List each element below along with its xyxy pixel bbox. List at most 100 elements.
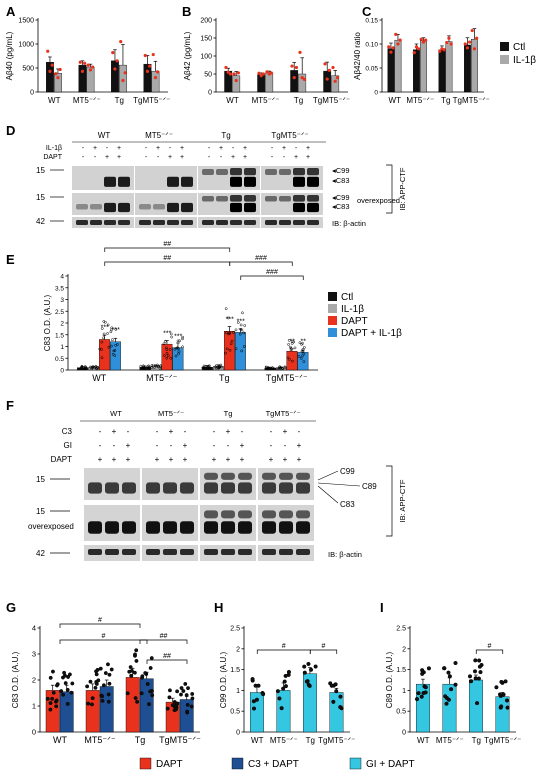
data-point-A — [123, 71, 127, 75]
data-point-G — [88, 679, 93, 684]
blot-D-band-faint — [153, 204, 165, 210]
legend-bottom-label-1: C3 + DAPT — [248, 759, 299, 770]
blot-F-band — [122, 482, 136, 494]
data-point-G — [93, 685, 98, 690]
y-tick-label-G: 4 — [32, 624, 36, 633]
data-point-E — [102, 336, 105, 340]
data-point-A — [50, 63, 54, 67]
data-point-G — [54, 698, 59, 703]
data-point-E — [289, 348, 293, 352]
data-point-G — [90, 702, 94, 707]
blot-F-band-upper — [238, 510, 252, 519]
panel-letter-A: A — [6, 4, 16, 19]
data-point-E — [106, 323, 110, 327]
significance-stars-E: *** — [174, 333, 182, 340]
y-tick-label-B: 200 — [200, 18, 212, 25]
data-point-E — [114, 343, 117, 347]
data-point-H — [338, 694, 343, 699]
data-point-H — [254, 697, 259, 702]
blot-D-mark: + — [117, 154, 121, 161]
data-point-A — [111, 51, 115, 55]
data-point-B — [236, 71, 240, 75]
data-point-E — [214, 366, 218, 370]
data-point-G — [50, 696, 55, 701]
data-point-B — [323, 62, 327, 66]
blot-D-band-actin — [202, 220, 214, 225]
data-point-I — [494, 685, 499, 690]
data-point-I — [423, 690, 428, 695]
blot-F-leader — [317, 470, 339, 481]
data-point-G — [100, 698, 105, 703]
data-point-H — [302, 670, 307, 675]
blot-D-band-c83 — [167, 176, 179, 187]
data-point-E — [169, 332, 173, 336]
blot-F-leader — [317, 485, 339, 504]
blot-F-band-upper — [279, 510, 293, 519]
blot-F-band — [238, 521, 252, 534]
blot-D-band-c99 — [216, 196, 228, 202]
blot-F-mark: + — [183, 441, 188, 450]
x-tick-label-A: MT5⁻ᐟ⁻ — [73, 96, 101, 105]
blot-F-mark: + — [226, 455, 231, 464]
y-tick-label-A: 1500 — [18, 18, 34, 25]
data-point-B — [228, 72, 232, 76]
data-point-A — [86, 63, 90, 67]
data-point-I — [475, 701, 480, 706]
x-tick-label-G: Tg — [135, 735, 146, 745]
x-tick-label-E: WT — [92, 373, 106, 383]
blot-F-mark: - — [170, 441, 173, 450]
blot-D-mark: + — [117, 145, 121, 152]
data-point-G — [148, 689, 153, 694]
blot-D-band-c83 — [244, 202, 256, 213]
blot-D-row-label: IL-1β — [46, 145, 62, 152]
data-point-G — [105, 662, 110, 667]
data-point-C — [445, 40, 449, 45]
blot-F-leader — [317, 482, 361, 487]
blot-F-band-upper — [279, 472, 293, 480]
blot-D-band-label: ◂C99 — [332, 193, 350, 202]
data-point-A — [78, 60, 82, 64]
blot-F-actin-label: IB: β-actin — [328, 550, 362, 559]
blot-D-mark: + — [105, 154, 109, 161]
data-point-G — [98, 666, 103, 671]
blot-D-mark: - — [283, 154, 286, 161]
data-point-E — [299, 357, 303, 360]
blot-F-band — [180, 482, 194, 494]
data-point-E — [267, 366, 270, 369]
y-axis-label-I: C89 O.D. (A.U.) — [385, 651, 394, 708]
blot-F-band-actin — [296, 549, 310, 555]
y-tick-label-H: 0.5 — [230, 709, 240, 716]
blot-F-band — [88, 521, 102, 534]
significance-stars-E: *** — [226, 316, 234, 323]
data-point-C — [387, 45, 391, 49]
y-tick-label-E: 0 — [60, 368, 64, 375]
legend-E-swatch-2 — [328, 316, 337, 325]
data-point-H — [256, 683, 261, 688]
data-point-I — [477, 664, 482, 669]
blot-F-band — [262, 482, 276, 494]
bracket-E-2 — [229, 261, 293, 266]
blot-F-band — [262, 521, 276, 534]
data-point-I — [505, 705, 510, 710]
y-tick-label-G: 0 — [32, 728, 36, 737]
bracket-H-1-label: # — [322, 643, 326, 650]
data-point-G — [147, 702, 151, 707]
blot-D-panel — [261, 217, 323, 228]
blot-F-mark: + — [98, 455, 103, 464]
x-tick-label-G: MT5⁻ᐟ⁻ — [84, 735, 116, 745]
data-point-E — [111, 338, 114, 342]
blot-D-band-c99 — [230, 168, 242, 176]
legend-E-label-2: DAPT — [341, 316, 368, 327]
data-point-E — [287, 343, 290, 346]
blot-F-mark: + — [283, 455, 288, 464]
data-point-E — [292, 340, 296, 344]
blot-D-mark: - — [208, 154, 211, 161]
data-point-G — [96, 678, 101, 683]
data-point-G — [132, 670, 137, 675]
blot-D-mark: + — [180, 154, 184, 161]
data-point-E — [239, 327, 243, 331]
data-point-E — [216, 366, 220, 369]
data-point-B — [298, 50, 302, 55]
blot-D-band-c99 — [230, 195, 242, 202]
data-point-E — [166, 354, 170, 358]
